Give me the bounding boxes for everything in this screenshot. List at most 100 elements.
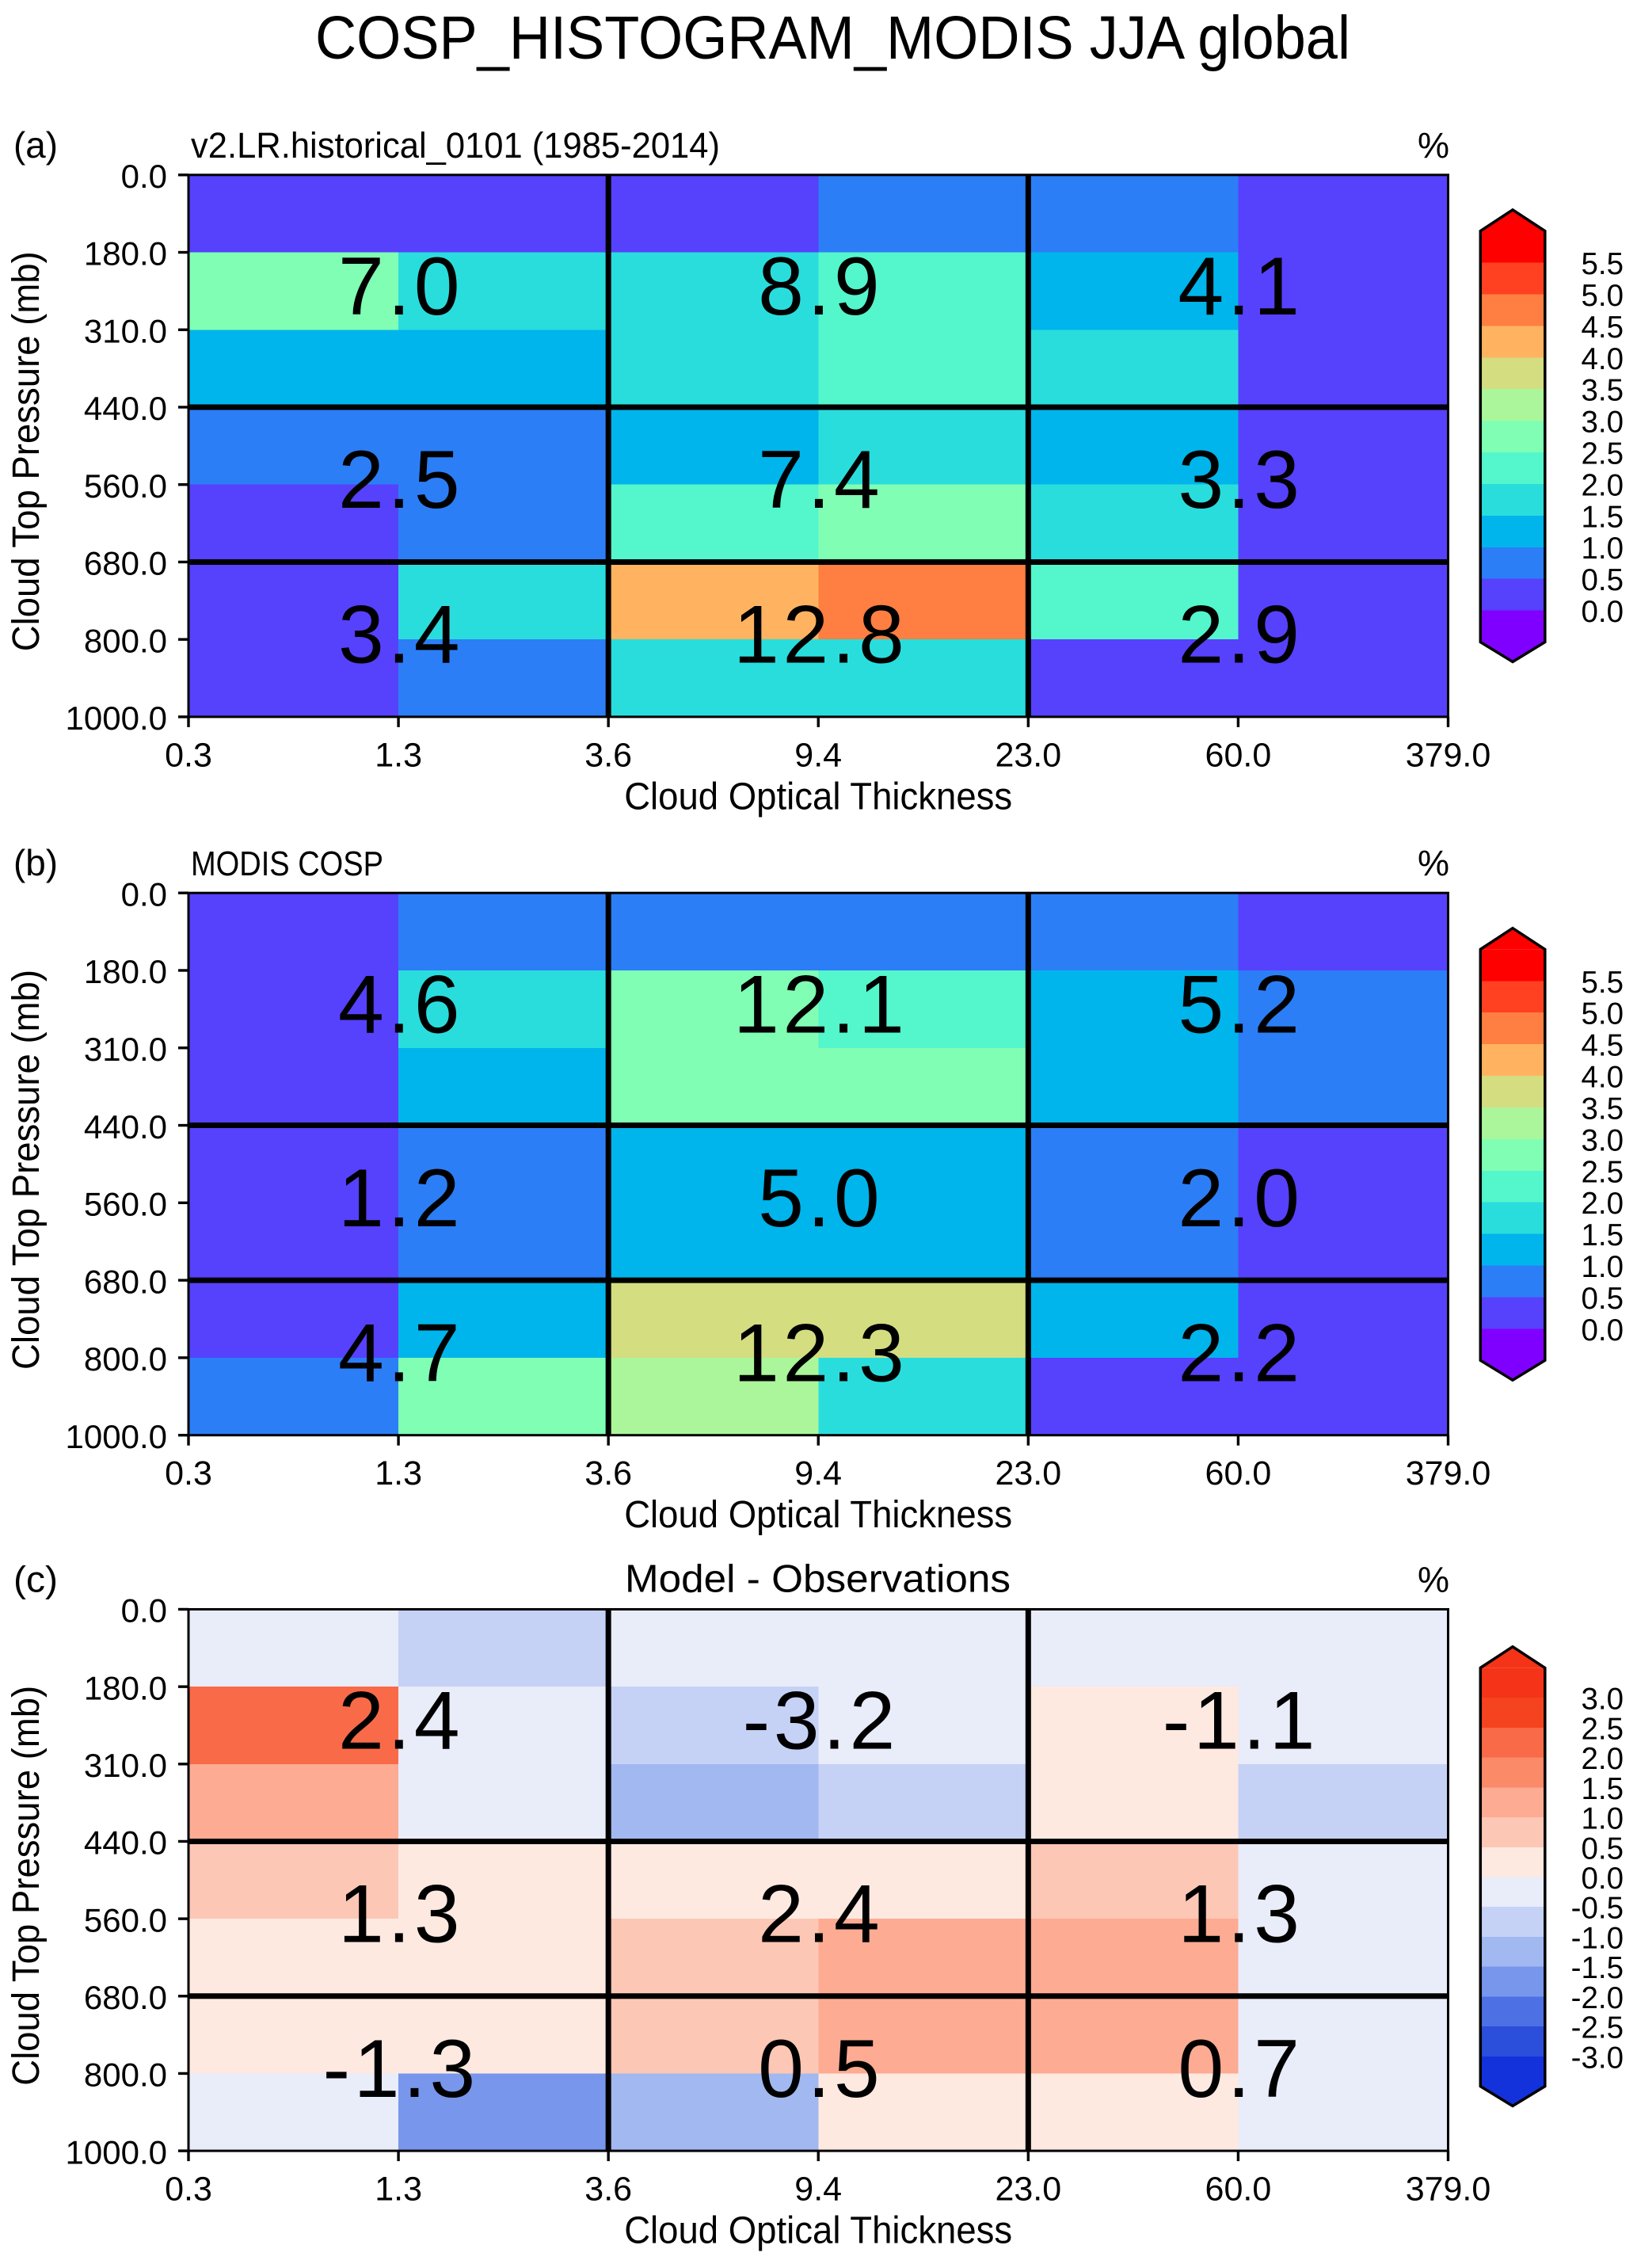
- svg-text:2.4: 2.4: [758, 1869, 883, 1961]
- svg-text:0.5: 0.5: [1581, 563, 1624, 597]
- svg-text:4.1: 4.1: [1178, 241, 1303, 333]
- svg-text:Cloud Optical Thickness: Cloud Optical Thickness: [624, 776, 1012, 818]
- svg-text:60.0: 60.0: [1205, 736, 1272, 774]
- svg-text:180.0: 180.0: [84, 1669, 167, 1706]
- svg-text:23.0: 23.0: [995, 1454, 1061, 1492]
- svg-text:5.0: 5.0: [758, 1153, 883, 1245]
- svg-text:1000.0: 1000.0: [66, 699, 167, 737]
- svg-text:180.0: 180.0: [84, 235, 167, 273]
- svg-text:0.0: 0.0: [121, 1592, 167, 1630]
- svg-text:2.5: 2.5: [1581, 1712, 1624, 1746]
- svg-text:-1.3: -1.3: [322, 2023, 478, 2115]
- svg-text:2.0: 2.0: [1178, 1153, 1303, 1245]
- svg-text:1.3: 1.3: [375, 736, 422, 774]
- svg-text:3.3: 3.3: [1178, 434, 1303, 526]
- svg-text:0.0: 0.0: [121, 158, 167, 195]
- svg-text:310.0: 310.0: [84, 1747, 167, 1784]
- svg-text:560.0: 560.0: [84, 1901, 167, 1938]
- svg-text:3.6: 3.6: [584, 736, 632, 774]
- svg-text:-3.2: -3.2: [743, 1675, 899, 1767]
- svg-text:(a): (a): [13, 124, 58, 166]
- svg-text:-2.0: -2.0: [1571, 1981, 1624, 2015]
- svg-text:0.5: 0.5: [1581, 1832, 1624, 1866]
- svg-text:12.1: 12.1: [733, 959, 908, 1050]
- svg-text:3.5: 3.5: [1581, 1092, 1624, 1126]
- svg-text:1.2: 1.2: [338, 1153, 463, 1245]
- svg-text:2.0: 2.0: [1581, 468, 1624, 502]
- svg-text:3.5: 3.5: [1581, 374, 1624, 408]
- svg-text:(b): (b): [13, 842, 58, 883]
- svg-text:%: %: [1418, 125, 1449, 166]
- svg-text:-2.5: -2.5: [1571, 2011, 1624, 2045]
- svg-text:1.5: 1.5: [1581, 500, 1624, 534]
- svg-text:-1.0: -1.0: [1571, 1922, 1624, 1956]
- svg-text:7.0: 7.0: [338, 241, 463, 333]
- svg-text:12.3: 12.3: [733, 1307, 908, 1399]
- svg-text:3.6: 3.6: [584, 1454, 632, 1492]
- svg-text:2.4: 2.4: [338, 1675, 463, 1767]
- svg-text:COSP_HISTOGRAM_MODIS JJA globa: COSP_HISTOGRAM_MODIS JJA global: [315, 4, 1350, 72]
- svg-text:1.0: 1.0: [1581, 532, 1624, 566]
- svg-text:0.3: 0.3: [165, 1454, 212, 1492]
- svg-text:12.8: 12.8: [733, 589, 908, 681]
- svg-text:MODIS COSP: MODIS COSP: [191, 845, 383, 883]
- svg-text:3.0: 3.0: [1581, 1123, 1624, 1157]
- svg-text:440.0: 440.0: [84, 390, 167, 427]
- svg-text:0.5: 0.5: [1581, 1282, 1624, 1316]
- svg-text:4.7: 4.7: [338, 1307, 463, 1399]
- svg-text:4.5: 4.5: [1581, 1029, 1624, 1063]
- svg-text:Cloud Optical Thickness: Cloud Optical Thickness: [624, 2210, 1012, 2252]
- svg-text:0.7: 0.7: [1178, 2023, 1303, 2115]
- svg-text:%: %: [1418, 1560, 1449, 1600]
- svg-text:0.3: 0.3: [165, 736, 212, 774]
- svg-text:4.0: 4.0: [1581, 1061, 1624, 1095]
- svg-text:1.0: 1.0: [1581, 1802, 1624, 1836]
- svg-text:Cloud Optical Thickness: Cloud Optical Thickness: [624, 1494, 1012, 1536]
- svg-text:440.0: 440.0: [84, 1108, 167, 1145]
- svg-text:60.0: 60.0: [1205, 1454, 1272, 1492]
- svg-text:1.3: 1.3: [338, 1869, 463, 1961]
- svg-text:9.4: 9.4: [794, 1454, 842, 1492]
- svg-text:Cloud Top Pressure (mb): Cloud Top Pressure (mb): [6, 251, 48, 651]
- svg-text:-3.0: -3.0: [1571, 2041, 1624, 2075]
- svg-text:0.0: 0.0: [1581, 1862, 1624, 1896]
- svg-text:3.0: 3.0: [1581, 1683, 1624, 1717]
- svg-text:7.4: 7.4: [758, 434, 883, 526]
- svg-text:%: %: [1418, 843, 1449, 883]
- svg-text:440.0: 440.0: [84, 1824, 167, 1862]
- svg-text:310.0: 310.0: [84, 1031, 167, 1068]
- svg-text:680.0: 680.0: [84, 545, 167, 582]
- svg-text:60.0: 60.0: [1205, 2171, 1272, 2209]
- svg-text:v2.LR.historical_0101 (1985-20: v2.LR.historical_0101 (1985-2014): [191, 125, 720, 166]
- svg-text:2.0: 2.0: [1581, 1742, 1624, 1776]
- svg-text:379.0: 379.0: [1406, 736, 1491, 774]
- svg-text:0.5: 0.5: [758, 2023, 883, 2115]
- svg-text:1000.0: 1000.0: [66, 1418, 167, 1455]
- svg-text:1.5: 1.5: [1581, 1218, 1624, 1252]
- svg-text:1.0: 1.0: [1581, 1250, 1624, 1284]
- svg-text:(c): (c): [13, 1559, 58, 1600]
- svg-text:1000.0: 1000.0: [66, 2133, 167, 2171]
- svg-text:0.3: 0.3: [165, 2171, 212, 2209]
- svg-text:0.0: 0.0: [121, 875, 167, 913]
- svg-text:9.4: 9.4: [794, 736, 842, 774]
- svg-text:2.5: 2.5: [1581, 1155, 1624, 1189]
- svg-text:5.0: 5.0: [1581, 279, 1624, 313]
- svg-text:23.0: 23.0: [995, 736, 1061, 774]
- svg-text:0.0: 0.0: [1581, 595, 1624, 629]
- svg-text:560.0: 560.0: [84, 1186, 167, 1223]
- svg-text:800.0: 800.0: [84, 1340, 167, 1378]
- svg-text:379.0: 379.0: [1406, 2171, 1491, 2209]
- svg-text:1.3: 1.3: [375, 1454, 422, 1492]
- svg-text:5.2: 5.2: [1178, 959, 1303, 1050]
- svg-text:23.0: 23.0: [995, 2171, 1061, 2209]
- svg-text:8.9: 8.9: [758, 241, 883, 333]
- svg-text:5.5: 5.5: [1581, 247, 1624, 281]
- svg-text:5.5: 5.5: [1581, 966, 1624, 1000]
- svg-text:0.0: 0.0: [1581, 1313, 1624, 1347]
- svg-text:1.3: 1.3: [375, 2171, 422, 2209]
- svg-text:180.0: 180.0: [84, 953, 167, 990]
- svg-text:680.0: 680.0: [84, 1979, 167, 2016]
- svg-text:310.0: 310.0: [84, 313, 167, 350]
- svg-text:2.9: 2.9: [1178, 589, 1303, 681]
